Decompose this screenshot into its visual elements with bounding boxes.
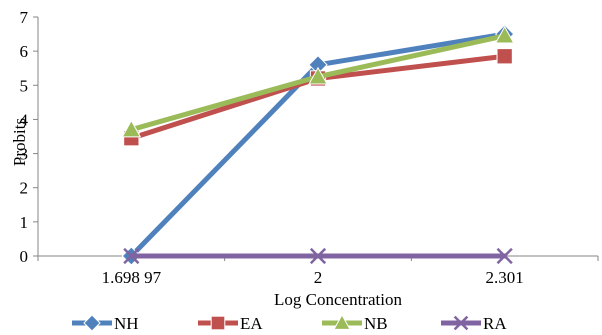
y-tick-label: 4 [20,110,29,129]
legend-marker [333,313,351,330]
y-tick-label: 0 [20,247,29,266]
x-tick-label: 2.301 [486,268,524,287]
series-ra [123,247,513,265]
legend-marker [83,314,101,332]
y-tick-label: 1 [20,213,29,232]
legend-item-nh: NH [72,314,139,333]
legend-item-ra: RA [441,314,507,333]
y-tick-label: 3 [20,145,29,164]
legend-marker [453,315,469,331]
legend-label: NH [114,314,139,333]
data-point-ea [496,48,513,65]
legend-item-nb: NB [322,313,388,333]
data-point-nb [121,119,142,138]
legend-marker [210,315,226,331]
x-tick-labels: 1.698 97 2 2.301 [102,268,524,287]
axes [33,16,599,261]
y-tick-label: 7 [20,8,29,27]
legend-label: EA [240,314,263,333]
data-point-nb [494,25,515,44]
y-tick-label: 2 [20,179,29,198]
legend: NH EA NB RA [72,313,507,333]
data-point-nb [308,66,328,85]
data-point-ra [123,247,140,265]
y-tick-labels: 0 1 2 3 4 5 6 7 [20,8,29,266]
y-tick-label: 6 [20,42,29,61]
legend-item-ea: EA [198,314,263,333]
x-axis-title: Log Concentration [274,290,402,309]
data-point-ra [309,247,327,265]
y-tick-label: 5 [20,76,29,95]
x-tick-label: 2 [314,268,323,287]
x-tick-label: 1.698 97 [102,268,162,287]
legend-label: NB [364,314,388,333]
series-nb [121,25,515,138]
series [121,24,515,266]
data-point-ra [496,247,513,265]
legend-label: RA [483,314,507,333]
y-axis-title: Probits [10,118,29,166]
